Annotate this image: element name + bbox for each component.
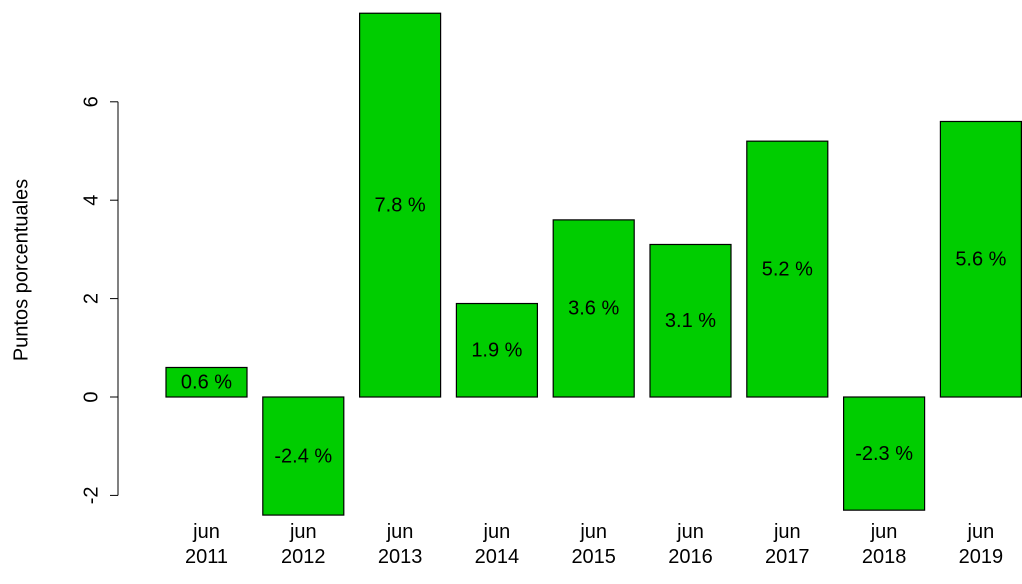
x-tick-label: jun 2016 [668,521,713,568]
y-tick-label: 4 [80,195,102,206]
bar [455,302,538,398]
x-tick-label: jun 2018 [861,521,907,568]
value-label: -2.3 % [855,443,913,465]
bar [359,12,442,398]
x-tick-label: jun 2012 [281,521,326,568]
value-label: 5.2 % [762,258,813,280]
value-label: 3.1 % [665,310,716,332]
value-label: -2.4 % [274,445,332,467]
x-tick-label: jun 2011 [184,521,228,568]
y-axis-label: Puntos porcentuales [10,179,32,361]
y-tick-label: 2 [80,293,102,304]
value-label: 1.9 % [471,340,522,362]
y-tick-label: -2 [80,487,102,505]
y-tick-label: 6 [80,96,102,107]
bar [262,396,345,516]
bar [552,219,635,398]
x-tick-label: jun 2015 [571,521,616,568]
bar [842,396,926,511]
bar [165,366,248,398]
x-tick-label: jun 2017 [765,521,810,568]
x-tick-label: jun 2019 [958,521,1004,568]
x-tick-label: jun 2014 [474,521,520,568]
value-label: 3.6 % [568,298,619,320]
value-label: 5.6 % [955,249,1006,271]
y-tick-label: 0 [80,391,102,402]
x-tick-label: jun 2013 [377,521,423,568]
value-label: 7.8 % [375,194,426,216]
bar [649,243,732,398]
bar [746,140,829,398]
value-label: 0.6 % [181,372,232,394]
bar [939,120,1022,398]
